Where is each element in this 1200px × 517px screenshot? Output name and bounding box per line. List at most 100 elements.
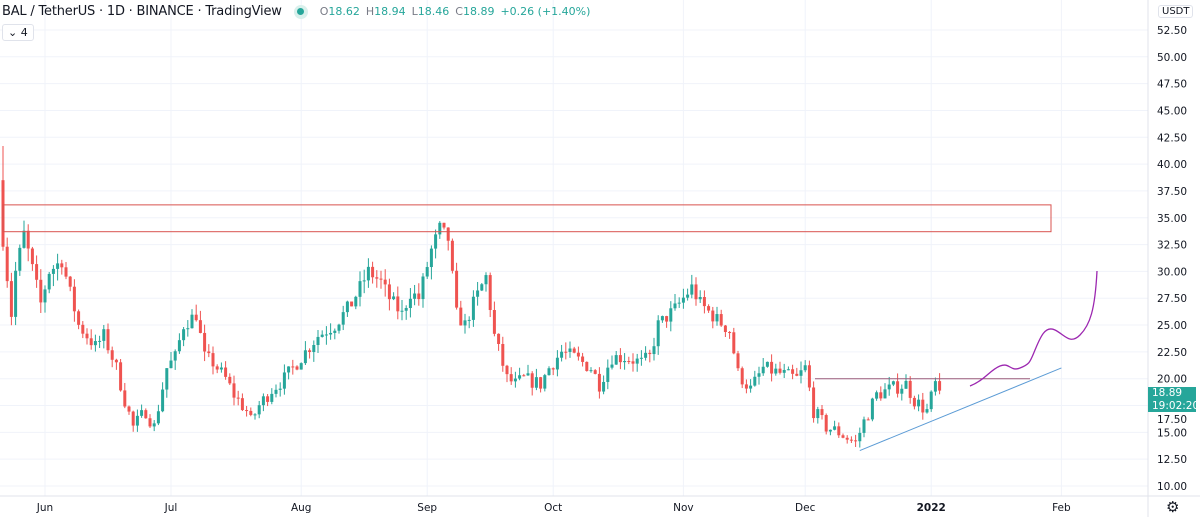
- current-price: 18.89: [1152, 387, 1183, 399]
- candle: [148, 414, 152, 428]
- candle-body: [492, 310, 496, 334]
- candle: [308, 348, 312, 359]
- time-tick-label: Oct: [544, 502, 562, 514]
- candle-body: [665, 316, 669, 322]
- candle: [492, 301, 496, 337]
- candle-body: [879, 392, 883, 399]
- candle-body: [417, 293, 421, 300]
- time-tick-label: Nov: [673, 502, 694, 514]
- candle: [429, 245, 433, 280]
- high-value: 18.94: [374, 5, 406, 18]
- candle-body: [22, 230, 26, 248]
- candle-body: [938, 381, 942, 391]
- candle: [320, 330, 324, 338]
- candle-body: [883, 389, 887, 399]
- candle: [442, 222, 446, 230]
- ohlc-values: O18.62 H18.94 L18.46 C18.89 +0.26 (+1.40…: [319, 5, 591, 18]
- candle: [450, 238, 454, 274]
- candle-body: [102, 329, 106, 341]
- candle-body: [547, 368, 551, 376]
- candle: [392, 292, 396, 301]
- candle-body: [463, 320, 467, 326]
- candle: [291, 359, 295, 375]
- candle: [81, 321, 85, 339]
- candle-body: [219, 367, 223, 370]
- candle-body: [459, 307, 463, 326]
- candle-body: [610, 364, 614, 368]
- indicators-toggle-button[interactable]: ⌄ 4: [2, 24, 34, 41]
- candle-body: [400, 310, 404, 312]
- candle-body: [849, 439, 853, 441]
- candle: [824, 413, 828, 435]
- candle-body: [602, 381, 606, 392]
- time-tick-label: Feb: [1052, 502, 1071, 514]
- candle-body: [434, 234, 438, 249]
- candle-body: [845, 437, 849, 440]
- gear-icon[interactable]: ⚙: [1166, 498, 1180, 516]
- candle-body: [85, 333, 89, 339]
- candle: [26, 224, 30, 262]
- price-tick-label: 52.50: [1157, 25, 1187, 37]
- candle: [912, 395, 916, 410]
- candle: [900, 384, 904, 401]
- candle-body: [833, 426, 837, 430]
- candle-body: [123, 390, 127, 407]
- candle: [774, 363, 778, 376]
- candle-body: [450, 240, 454, 271]
- candle: [211, 346, 215, 375]
- candle: [879, 386, 883, 401]
- candle: [85, 328, 89, 345]
- candle: [387, 278, 391, 311]
- candle: [278, 382, 282, 397]
- candle: [329, 323, 333, 340]
- candle: [408, 288, 412, 318]
- candle-body: [413, 293, 417, 299]
- candle: [803, 360, 807, 373]
- candle: [539, 376, 543, 393]
- candle-body: [366, 266, 370, 281]
- symbol-title[interactable]: BAL / TetherUS · 1D · BINANCE · TradingV…: [2, 4, 282, 19]
- candle-body: [98, 340, 102, 342]
- currency-button[interactable]: USDT: [1158, 5, 1194, 18]
- candle-body: [539, 377, 543, 389]
- candle-body: [270, 393, 274, 402]
- candle-body: [589, 370, 593, 372]
- candle: [169, 351, 173, 369]
- candle-body: [870, 398, 874, 420]
- candle: [744, 379, 748, 394]
- candle: [564, 342, 568, 360]
- time-tick-label: Aug: [291, 502, 312, 514]
- candle: [791, 364, 795, 380]
- candle-body: [249, 410, 253, 415]
- candle-body: [56, 263, 60, 269]
- candle: [597, 367, 601, 399]
- candle: [396, 286, 400, 320]
- candle-body: [858, 432, 862, 442]
- candle: [400, 299, 404, 321]
- candle: [144, 408, 148, 419]
- candle-body: [287, 366, 291, 373]
- candle: [274, 384, 278, 398]
- candle-body: [362, 280, 366, 282]
- candle-body: [614, 355, 618, 365]
- candle: [47, 271, 51, 294]
- candle: [480, 283, 484, 292]
- candle-body: [694, 284, 698, 300]
- candle: [799, 361, 803, 384]
- price-tick-label: 10.00: [1157, 481, 1187, 493]
- candle: [345, 300, 349, 317]
- candle: [732, 327, 736, 355]
- candle: [303, 341, 307, 365]
- candle: [312, 340, 316, 362]
- trendline: [859, 367, 1062, 452]
- candle-body: [639, 357, 643, 359]
- candle: [102, 324, 106, 349]
- candle-body: [757, 373, 761, 377]
- candle-body: [736, 353, 740, 369]
- candle-body: [677, 302, 681, 304]
- candle: [438, 221, 442, 239]
- open-value: 18.62: [328, 5, 360, 18]
- candle-body: [929, 391, 933, 410]
- price-tick-label: 45.00: [1157, 105, 1187, 117]
